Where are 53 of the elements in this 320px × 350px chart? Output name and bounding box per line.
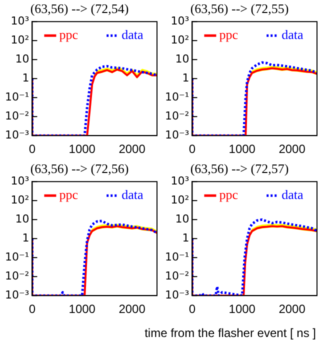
y-tick-label: 10⁻³ — [164, 128, 190, 142]
y-tick-label: 10³ — [10, 14, 30, 28]
y-tick-label: 10⁻² — [164, 269, 190, 282]
chart-title: (63,56) --> (72,56) — [30, 161, 129, 176]
y-tick-label: 10⁻¹ — [164, 250, 190, 264]
y-tick-label: 10⁻³ — [164, 288, 190, 302]
x-tick-label: 1000 — [228, 302, 256, 316]
x-tick-label: 0 — [28, 142, 36, 156]
y-tick-label: 10⁻² — [4, 269, 30, 282]
chart-title: (63,56) --> (72,55) — [190, 1, 289, 16]
x-axis-title: time from the flasher event [ ns ] — [144, 326, 316, 340]
y-tick-label: 1 — [22, 71, 30, 84]
legend-label: ppc — [219, 187, 238, 202]
y-tick-label: 1 — [22, 231, 30, 244]
x-tick-label: 2000 — [278, 142, 306, 156]
x-tick-label: 0 — [188, 142, 196, 156]
x-tick-label: 1000 — [68, 302, 96, 316]
legend-label: ppc — [59, 27, 78, 42]
x-tick-label: 2000 — [118, 302, 146, 316]
legend-label: data — [122, 187, 144, 202]
chart-title: (63,56) --> (72,57) — [190, 161, 289, 176]
y-tick-label: 10⁻³ — [4, 288, 30, 302]
y-tick-label: 10⁻² — [4, 109, 30, 122]
y-tick-label: 10⁻³ — [4, 128, 30, 142]
x-tick-label: 0 — [28, 302, 36, 316]
y-tick-label: 10⁻¹ — [164, 90, 190, 104]
x-tick-label: 0 — [188, 302, 196, 316]
x-tick-label: 2000 — [278, 302, 306, 316]
y-tick-label: 10² — [170, 193, 190, 206]
y-tick-label: 10 — [175, 212, 190, 226]
y-tick-label: 10 — [15, 212, 30, 226]
x-tick-label: 1000 — [228, 142, 256, 156]
legend-label: data — [282, 27, 304, 42]
legend-label: ppc — [59, 187, 78, 202]
y-tick-label: 10⁻¹ — [4, 250, 30, 264]
y-tick-label: 10⁻² — [164, 109, 190, 122]
y-tick-label: 10² — [10, 33, 30, 46]
y-tick-label: 10² — [170, 33, 190, 46]
legend-label: data — [122, 27, 144, 42]
legend-label: ppc — [219, 27, 238, 42]
y-tick-label: 10³ — [170, 14, 190, 28]
y-tick-label: 1 — [182, 231, 190, 244]
y-tick-label: 10³ — [10, 174, 30, 188]
x-tick-label: 1000 — [68, 142, 96, 156]
y-tick-label: 10 — [15, 52, 30, 66]
y-tick-label: 10² — [10, 193, 30, 206]
y-tick-label: 1 — [182, 71, 190, 84]
chart-title: (63,56) --> (72,54) — [30, 1, 129, 16]
legend-label: data — [282, 187, 304, 202]
y-tick-label: 10⁻¹ — [4, 90, 30, 104]
y-tick-label: 10 — [175, 52, 190, 66]
y-tick-label: 10³ — [170, 174, 190, 188]
x-tick-label: 2000 — [118, 142, 146, 156]
